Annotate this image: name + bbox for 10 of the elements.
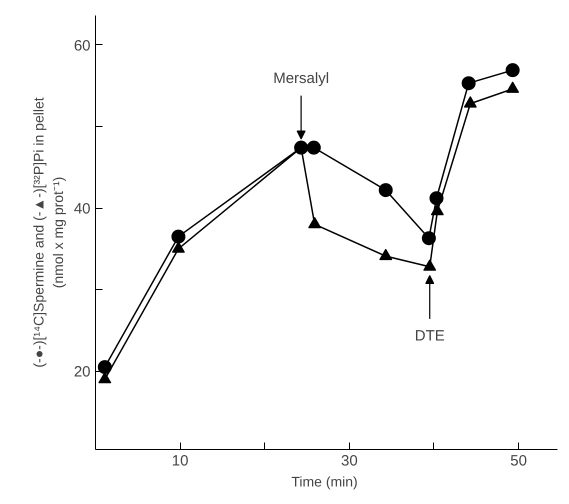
y-tick-label: 40 — [74, 200, 91, 218]
annotation: DTE — [414, 328, 445, 345]
y-tick-label: 20 — [74, 364, 91, 381]
annotation: Mersalyl — [273, 70, 330, 87]
y-axis-title: (-●-)[¹⁴C]Spermine and (-▲-)[³²P]Pi in pellet (nmol x mg prot⁻¹) — [30, 97, 66, 368]
x-tick-label: 10 — [172, 452, 188, 470]
x-tick-label: 30 — [341, 452, 358, 470]
y-tick-label: 60 — [74, 37, 91, 54]
x-tick-label: 50 — [510, 452, 527, 470]
x-axis-title: Time (min) — [291, 474, 358, 490]
